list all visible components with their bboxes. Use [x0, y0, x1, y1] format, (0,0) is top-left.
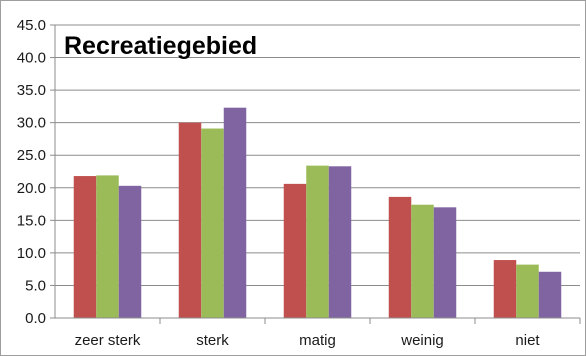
x-category-labels: zeer sterk sterk matig weinig niet: [75, 332, 541, 349]
y-tick-label: 25.0: [17, 147, 46, 164]
y-tick-label: 5.0: [25, 277, 46, 294]
x-category-label: zeer sterk: [75, 332, 141, 349]
x-category-label: matig: [299, 332, 336, 349]
bar: [306, 165, 329, 318]
x-category-label: niet: [515, 332, 540, 349]
bars: [73, 107, 562, 319]
chart-title: Recreatiegebied: [64, 32, 257, 60]
y-tick-label: 20.0: [17, 180, 46, 197]
bar: [411, 204, 434, 318]
bar: [328, 166, 352, 318]
bar: [223, 107, 247, 319]
y-tick-label: 10.0: [17, 245, 46, 262]
bar: [388, 196, 412, 318]
bar: [516, 264, 539, 318]
axes: [50, 24, 581, 324]
x-category-label: sterk: [196, 332, 229, 349]
bar: [201, 128, 224, 318]
gridlines: [55, 24, 580, 286]
y-tick-label: 15.0: [17, 212, 46, 229]
y-tick-label: 45.0: [17, 17, 46, 34]
y-tick-label: 30.0: [17, 115, 46, 132]
bar: [178, 122, 202, 319]
bar: [118, 185, 142, 318]
bar: [493, 260, 517, 318]
y-tick-label: 40.0: [17, 50, 46, 67]
bar: [283, 183, 307, 318]
x-category-label: weinig: [400, 332, 444, 349]
y-tick-labels: 0.0 5.0 10.0 15.0 20.0 25.0 30.0 35.0 40.0 45.0: [17, 17, 46, 327]
bar: [538, 271, 562, 318]
bar: [433, 207, 457, 318]
bar: [96, 175, 119, 318]
y-tick-label: 35.0: [17, 82, 46, 99]
bar: [73, 176, 97, 318]
y-tick-label: 0.0: [25, 310, 46, 327]
